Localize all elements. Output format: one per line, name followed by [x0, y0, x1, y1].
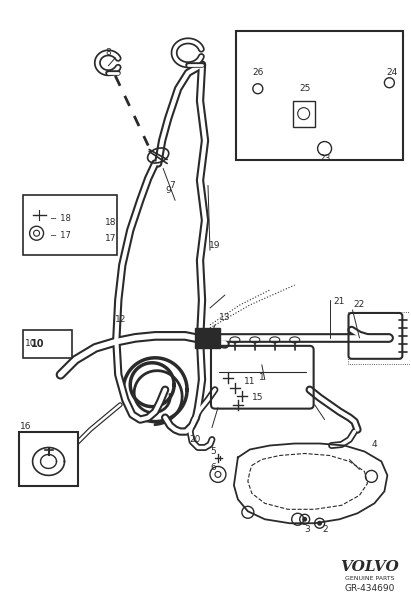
Text: 22: 22 [354, 300, 365, 310]
Text: 17: 17 [104, 234, 116, 243]
Text: 16: 16 [20, 422, 31, 431]
Text: 19: 19 [209, 240, 221, 249]
Text: 10: 10 [30, 339, 44, 349]
Bar [23, 330, 72, 358]
Bar [348, 312, 411, 364]
Text: 13: 13 [219, 314, 231, 323]
Bar [18, 432, 79, 486]
Text: 3: 3 [305, 525, 311, 534]
Text: 5: 5 [210, 447, 216, 456]
Text: 8: 8 [106, 48, 111, 57]
Text: GR-434690: GR-434690 [344, 584, 395, 593]
Text: 23: 23 [319, 154, 330, 163]
Text: 20: 20 [189, 435, 201, 444]
Bar [23, 195, 117, 255]
Text: 4: 4 [372, 440, 377, 449]
Text: 10: 10 [25, 340, 36, 349]
Bar [236, 31, 403, 160]
Text: GENUINE PARTS: GENUINE PARTS [345, 576, 394, 581]
Text: 2: 2 [323, 525, 328, 534]
Text: VOLVO: VOLVO [340, 560, 399, 574]
Circle shape [317, 520, 322, 526]
Text: 1: 1 [259, 373, 265, 382]
Text: 11: 11 [244, 377, 256, 386]
Bar [195, 328, 220, 348]
Text: 12: 12 [115, 316, 126, 325]
Text: 7: 7 [169, 181, 175, 190]
Text: 15: 15 [252, 393, 263, 402]
Text: 21: 21 [334, 297, 345, 307]
Text: 25: 25 [299, 84, 310, 93]
Text: 24: 24 [387, 69, 398, 78]
Text: 18: 18 [104, 218, 116, 227]
Text: 6: 6 [210, 463, 216, 472]
Text: ─  18: ─ 18 [51, 214, 72, 223]
Circle shape [302, 517, 307, 522]
Text: 9: 9 [165, 186, 171, 195]
Text: 26: 26 [252, 69, 263, 78]
Text: ─  17: ─ 17 [51, 231, 72, 240]
Bar [293, 101, 315, 127]
